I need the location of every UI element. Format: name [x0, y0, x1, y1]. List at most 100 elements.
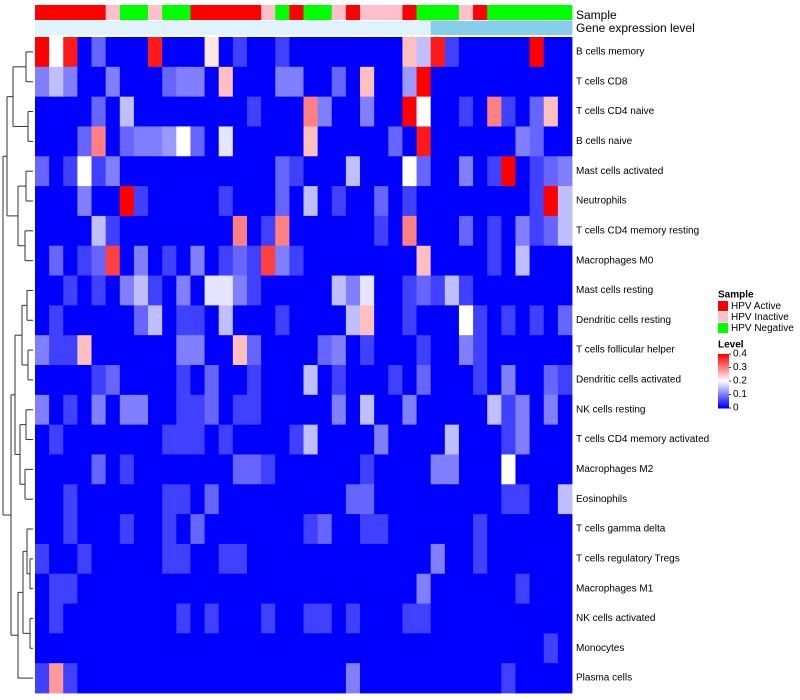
- heatmap-cell: [63, 305, 78, 336]
- heatmap-cell: [487, 96, 502, 127]
- row-label: B cells naive: [576, 136, 633, 147]
- expression-annotation-cell: [49, 21, 64, 35]
- heatmap-cell: [148, 633, 163, 664]
- heatmap-cell: [289, 66, 304, 98]
- heatmap-cell: [303, 215, 319, 247]
- heatmap-cell: [473, 245, 488, 276]
- heatmap-cell: [345, 514, 361, 545]
- heatmap-cell: [105, 66, 121, 98]
- level-legend-gradient-step: [718, 372, 729, 375]
- heatmap-cell: [63, 663, 78, 694]
- heatmap-cell: [515, 96, 530, 127]
- expression-annotation-cell: [487, 21, 502, 35]
- heatmap-cell: [345, 663, 361, 694]
- heatmap-cell: [289, 305, 304, 336]
- heatmap-cell: [557, 245, 573, 276]
- heatmap-cell: [190, 305, 205, 336]
- expression-annotation-cell: [360, 21, 375, 35]
- heatmap-cell: [430, 514, 446, 545]
- heatmap-cell: [218, 335, 234, 366]
- heatmap-cell: [119, 245, 135, 276]
- heatmap-cell: [374, 156, 389, 187]
- heatmap-cell: [458, 424, 474, 455]
- heatmap-cell: [176, 126, 191, 157]
- sample-annotation-cell: [557, 5, 573, 20]
- heatmap-cell: [416, 156, 432, 187]
- heatmap-cell: [148, 543, 163, 575]
- heatmap-cell: [91, 365, 107, 396]
- heatmap-cell: [49, 215, 64, 247]
- heatmap-cell: [63, 543, 78, 575]
- heatmap-cell: [162, 335, 177, 366]
- heatmap-cell: [261, 365, 276, 396]
- heatmap-cell: [388, 365, 403, 396]
- heatmap-cell: [105, 126, 121, 157]
- heatmap-cell: [105, 365, 121, 396]
- heatmap-cell: [49, 394, 64, 426]
- heatmap-cell: [105, 573, 121, 604]
- heatmap-cell: [515, 156, 530, 187]
- level-legend-tick-label: 0.2: [733, 376, 747, 387]
- heatmap-cell: [133, 514, 149, 545]
- heatmap-cell: [557, 663, 573, 694]
- heatmap-cell: [275, 126, 290, 157]
- heatmap-cell: [444, 126, 460, 157]
- heatmap-cell: [331, 186, 347, 217]
- heatmap-cell: [303, 186, 319, 217]
- heatmap-cell: [487, 394, 502, 426]
- heatmap-cell: [303, 603, 319, 634]
- heatmap-cell: [105, 543, 121, 575]
- heatmap-cell: [190, 37, 205, 68]
- heatmap-cell: [77, 633, 92, 664]
- sample-annotation-cell: [218, 5, 234, 20]
- heatmap-cell: [317, 394, 333, 426]
- heatmap-cell: [232, 156, 248, 187]
- heatmap-cell: [529, 543, 545, 575]
- row-label: Mast cells resting: [576, 285, 653, 296]
- expression-annotation-cell: [529, 21, 545, 35]
- heatmap-cell: [176, 215, 191, 247]
- level-legend-gradient-step: [718, 356, 729, 359]
- heatmap-cell: [119, 573, 135, 604]
- heatmap-cell: [148, 186, 163, 217]
- heatmap-cell: [331, 215, 347, 247]
- heatmap-cell: [501, 543, 516, 575]
- heatmap-cell: [204, 543, 220, 575]
- level-legend-gradient-step: [718, 377, 729, 379]
- expression-annotation-cell: [204, 21, 220, 35]
- heatmap-cell: [232, 394, 248, 426]
- heatmap-cell: [275, 543, 290, 575]
- sample-annotation-cell: [176, 5, 191, 20]
- heatmap-cell: [388, 245, 403, 276]
- heatmap-cell: [49, 573, 64, 604]
- heatmap-cell: [148, 484, 163, 515]
- heatmap-cell: [360, 424, 375, 455]
- heatmap-cell: [543, 66, 559, 98]
- heatmap-cell: [303, 454, 319, 485]
- sample-annotation-cell: [430, 5, 446, 20]
- heatmap-cell: [529, 335, 545, 366]
- level-legend-gradient-step: [718, 407, 729, 409]
- heatmap-cell: [543, 394, 559, 426]
- heatmap-cell: [416, 37, 432, 68]
- heatmap-cell: [148, 335, 163, 366]
- heatmap-cell: [133, 305, 149, 336]
- heatmap-cell: [162, 126, 177, 157]
- heatmap-cell: [303, 543, 319, 575]
- heatmap-cell: [374, 96, 389, 127]
- heatmap-cell: [458, 215, 474, 247]
- heatmap-cell: [374, 573, 389, 604]
- sample-annotation-cell: [416, 5, 432, 20]
- sample-annotation-cell: [77, 5, 92, 20]
- heatmap-cell: [162, 663, 177, 694]
- heatmap-cell: [430, 365, 446, 396]
- heatmap-cell: [557, 365, 573, 396]
- heatmap-cell: [388, 96, 403, 127]
- heatmap-cell: [49, 37, 64, 68]
- level-legend-gradient-step: [718, 378, 729, 380]
- heatmap-cell: [204, 96, 220, 127]
- heatmap-cell: [388, 394, 403, 426]
- heatmap-cell: [148, 394, 163, 426]
- sample-annotation-cell: [487, 5, 502, 20]
- heatmap-cell: [388, 335, 403, 366]
